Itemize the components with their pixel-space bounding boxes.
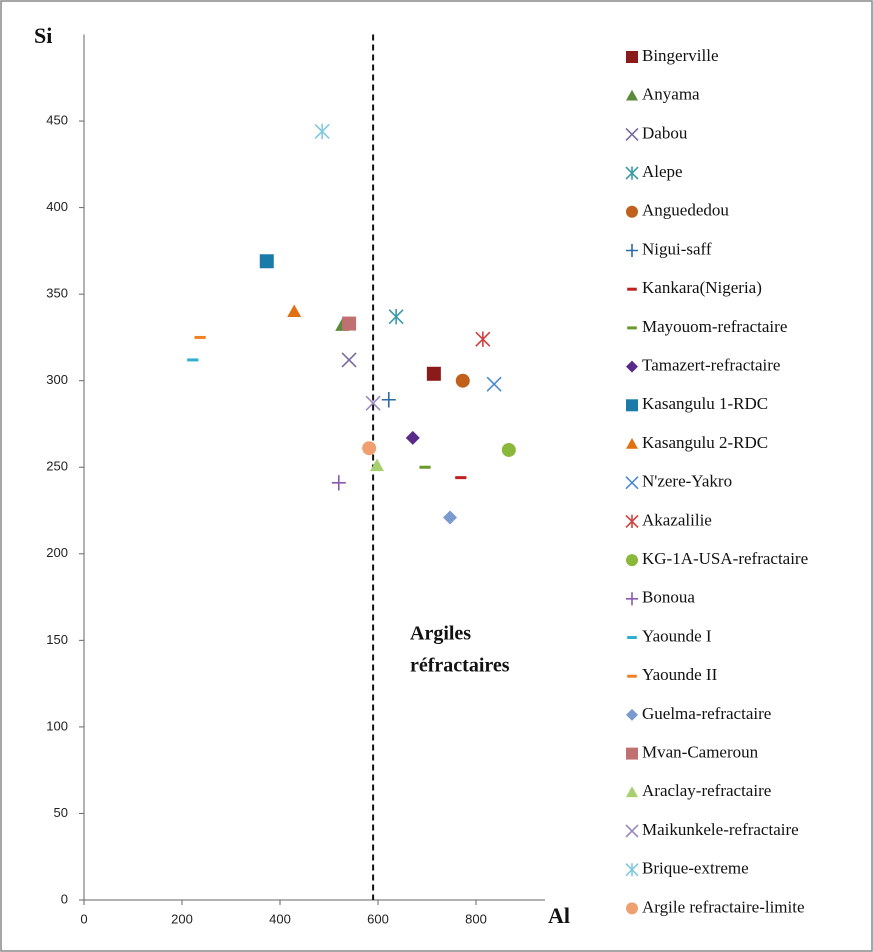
y-tick-label: 100: [46, 718, 68, 733]
legend-label: Mayouom-refractaire: [642, 317, 787, 336]
legend-label: Maikunkele-refractaire: [642, 820, 799, 839]
x-tick-label: 0: [80, 911, 87, 926]
legend-marker: [626, 554, 638, 567]
point: [287, 304, 302, 318]
legend-label: KG-1A-USA-refractaire: [642, 549, 808, 568]
legend-marker: [626, 205, 638, 218]
legend-marker: [626, 708, 638, 721]
point: [341, 352, 357, 368]
legend-marker: [626, 786, 638, 798]
legend-marker: [625, 863, 639, 877]
y-tick-label: 350: [46, 286, 68, 301]
y-tick-label: 200: [46, 545, 68, 560]
y-tick-label: 0: [61, 891, 68, 906]
legend-label: Brique-extreme: [642, 859, 749, 878]
legend-marker: [626, 360, 638, 373]
x-tick-label: 800: [465, 911, 487, 926]
legend-label: Anguededou: [642, 201, 729, 220]
legend-marker: [625, 127, 639, 141]
annotation: réfractaires: [410, 655, 510, 677]
point: [187, 358, 199, 362]
x-tick-label: 400: [269, 911, 291, 926]
x-tick-label: 200: [171, 911, 193, 926]
point: [405, 430, 420, 445]
legend-label: Akazalilie: [642, 510, 712, 529]
legend-label: Yaounde I: [642, 626, 712, 645]
legend-marker: [626, 438, 638, 449]
legend-label: Argile refractaire-limite: [642, 897, 805, 916]
legend-label: Kasangulu 2-RDC: [642, 433, 768, 452]
legend-label: N'zere-Yakro: [642, 472, 732, 491]
point: [314, 123, 330, 140]
legend-label: Guelma-refractaire: [642, 704, 771, 723]
legend-marker: [626, 243, 638, 258]
legend-marker: [627, 287, 637, 291]
legend-marker: [626, 89, 638, 101]
legend-label: Bonoua: [642, 588, 695, 607]
legend-label: Yaounde II: [642, 665, 718, 684]
legend-label: Kasangulu 1-RDC: [642, 394, 768, 413]
legend-marker: [626, 399, 638, 412]
y-tick-label: 400: [46, 199, 68, 214]
y-tick-label: 450: [46, 112, 68, 127]
legend-marker: [626, 902, 638, 915]
point: [455, 476, 467, 480]
legend-label: Nigui-saff: [642, 239, 712, 258]
x-axis-label: Al: [548, 903, 570, 928]
legend-marker: [625, 824, 639, 838]
point: [419, 465, 431, 469]
point: [331, 475, 346, 491]
legend-marker: [627, 636, 637, 639]
point: [194, 335, 206, 339]
legend-label: Mvan-Cameroun: [642, 743, 759, 762]
legend-label: Anyama: [642, 85, 700, 104]
y-tick-label: 150: [46, 632, 68, 647]
legend-marker: [625, 476, 639, 490]
y-tick-label: 300: [46, 372, 68, 387]
legend-label: Dabou: [642, 123, 688, 142]
y-tick-label: 250: [46, 459, 68, 474]
point: [501, 442, 516, 457]
legend-marker: [627, 674, 637, 678]
point: [342, 316, 357, 331]
legend-marker: [626, 747, 638, 760]
point: [475, 331, 491, 347]
point: [259, 254, 274, 269]
legend-marker: [626, 51, 638, 63]
point: [388, 308, 404, 325]
point: [455, 373, 470, 388]
point: [362, 441, 377, 456]
point: [365, 395, 381, 411]
legend-label: Araclay-refractaire: [642, 781, 771, 800]
y-axis-label: Si: [34, 23, 52, 48]
x-tick-label: 600: [367, 911, 389, 926]
legend-marker: [627, 326, 637, 330]
legend-marker: [626, 592, 638, 606]
point: [443, 510, 458, 525]
legend-label: Alepe: [642, 162, 683, 181]
point: [381, 392, 396, 408]
legend-label: Tamazert-refractaire: [642, 356, 780, 375]
legend-marker: [625, 166, 639, 180]
legend-label: Bingerville: [642, 46, 718, 65]
legend-label: Kankara(Nigeria): [642, 278, 762, 297]
point: [426, 366, 441, 381]
annotation: Argiles: [410, 623, 471, 645]
point: [370, 458, 385, 472]
point: [486, 376, 502, 392]
y-tick-label: 50: [54, 805, 68, 820]
legend-marker: [625, 514, 639, 528]
